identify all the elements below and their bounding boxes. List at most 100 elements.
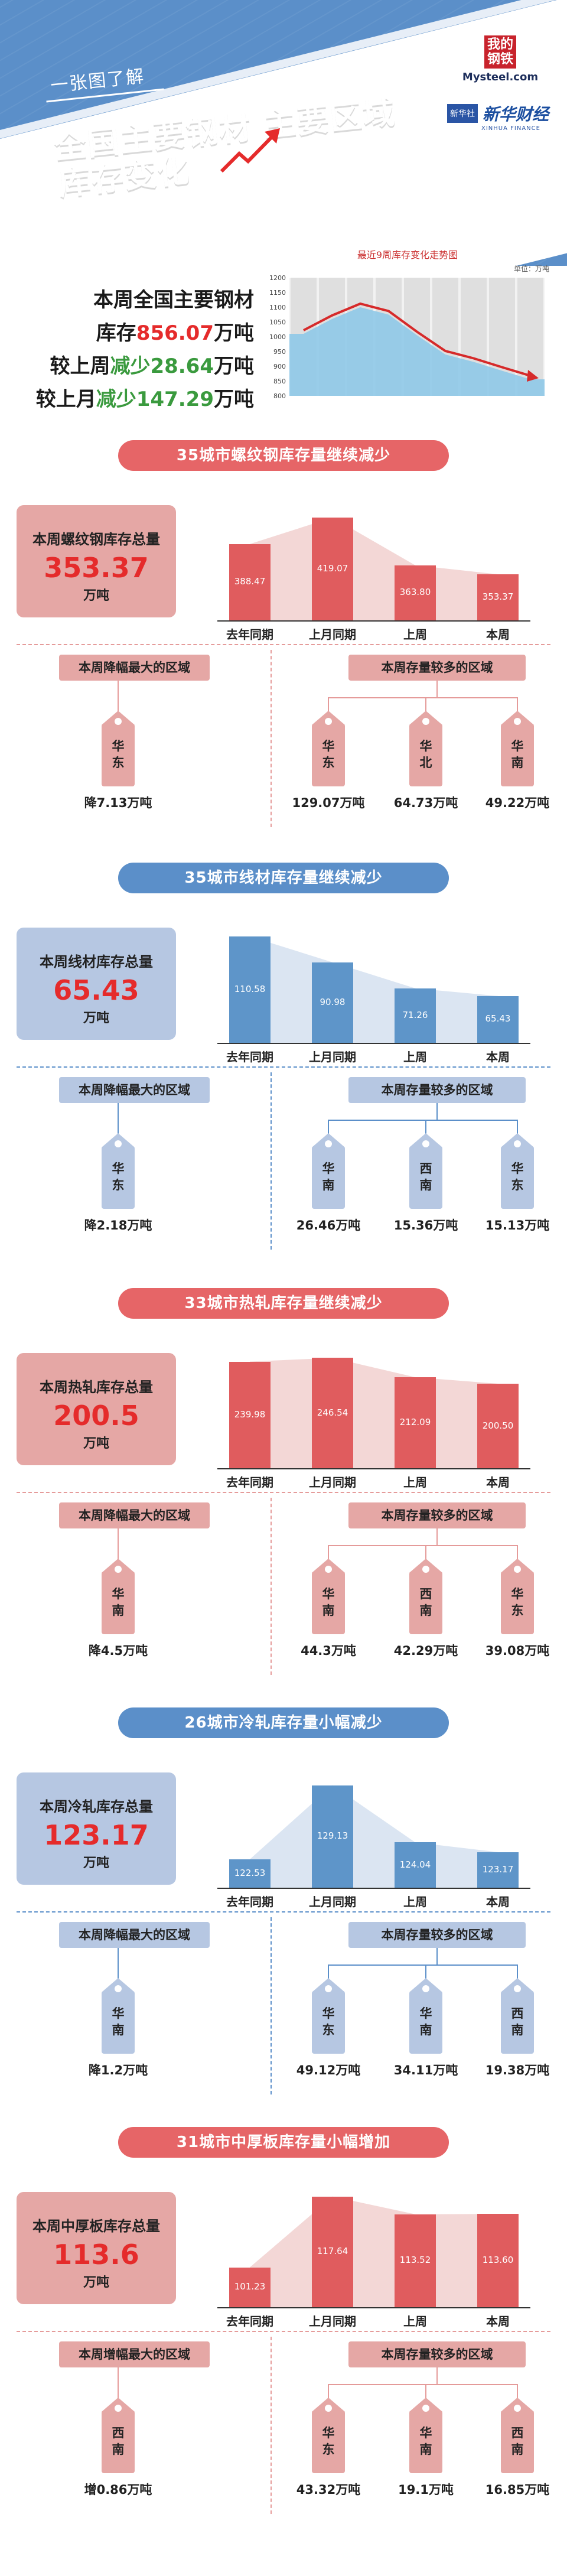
- x-axis-label: 上月同期: [309, 627, 356, 642]
- total-unit: 万吨: [83, 1436, 109, 1451]
- right-region-pill: 本周存量较多的区域: [348, 655, 526, 681]
- tag-string: [118, 681, 119, 715]
- bar: 239.98: [229, 1361, 271, 1468]
- bar-chart-area: [250, 517, 498, 620]
- tag-connector: [328, 1120, 517, 1121]
- section-banner: 26城市冷轧库存量小幅减少: [118, 1707, 449, 1738]
- region-change-value: 降4.5万吨: [88, 1644, 148, 1658]
- total-unit: 万吨: [83, 588, 109, 603]
- region-tag-body: [102, 1572, 135, 1634]
- summary-month-unit: 万吨: [214, 388, 254, 411]
- tag-string: [425, 697, 426, 715]
- bar: 113.60: [477, 2214, 519, 2307]
- trend-y-tick: 1150: [269, 289, 286, 297]
- total-value: 65.43: [53, 974, 139, 1006]
- total-box: 本周热轧库存总量 200.5 万吨: [17, 1353, 176, 1465]
- trend-y-tick: 1050: [269, 318, 286, 326]
- region-tag-body: [501, 1572, 534, 1634]
- bar-value-label: 101.23: [234, 2281, 266, 2292]
- region-stock-value: 49.22万吨: [485, 796, 550, 810]
- region-tag-hole: [514, 1566, 521, 1573]
- bar-value-label: 71.26: [402, 1009, 428, 1020]
- region-tag-body: [312, 1572, 345, 1634]
- bar: 71.26: [395, 988, 436, 1043]
- right-region-pill: 本周存量较多的区域: [348, 1922, 526, 1948]
- region-stock-value: 49.12万吨: [296, 2063, 361, 2077]
- region-change-value: 降2.18万吨: [84, 1218, 152, 1232]
- section-separator: [17, 1066, 550, 1068]
- region-tag-body: [501, 1146, 534, 1209]
- bar-chart-area: [250, 1358, 498, 1468]
- x-axis-label: 本周: [486, 1475, 510, 1489]
- region-tag-body: [312, 1991, 345, 2054]
- region-tag-name: 西南: [511, 2006, 524, 2037]
- tag-connector: [328, 697, 517, 698]
- region-stock-value: 43.32万吨: [296, 2483, 361, 2497]
- region-tag-hole: [514, 718, 521, 725]
- trend-y-tick: 950: [273, 348, 286, 356]
- region-tag: 西南: [409, 1559, 442, 1634]
- x-axis-label: 上月同期: [309, 2314, 356, 2328]
- region-tag-name: 华南: [322, 1587, 335, 1618]
- region-tag-name: 西南: [419, 1587, 432, 1618]
- region-tag-hole: [325, 1985, 332, 1992]
- summary: 本周全国主要钢材 库存856.07万吨 较上周减少28.64万吨 较上月减少14…: [18, 284, 254, 416]
- region-tag: 华东: [102, 1133, 135, 1209]
- bar-chart-area: [250, 1785, 498, 1888]
- x-axis-label: 上周: [403, 627, 427, 642]
- region-stock-value: 26.46万吨: [296, 1218, 361, 1232]
- section-vertical-separator: [271, 1498, 272, 1675]
- bar: 129.13: [312, 1785, 353, 1888]
- bar-value-label: 110.58: [234, 983, 266, 994]
- tag-string: [436, 1103, 438, 1120]
- region-tag-body: [409, 1146, 442, 1209]
- total-label: 本周冷轧库存总量: [40, 1798, 153, 1815]
- region-tag-hole: [422, 718, 429, 725]
- bar-value-label: 124.04: [399, 1859, 431, 1870]
- trend-y-tick: 1100: [269, 304, 286, 311]
- region-tag-body: [501, 724, 534, 786]
- total-value: 113.6: [53, 2239, 139, 2271]
- bar-value-label: 65.43: [485, 1013, 511, 1024]
- region-tag-hole: [325, 1566, 332, 1573]
- region-tag-name: 华南: [511, 739, 524, 770]
- region-tag: 华东: [312, 1978, 345, 2054]
- section-banner: 35城市线材库存量继续减少: [118, 863, 449, 893]
- region-tag-body: [102, 1146, 135, 1209]
- summary-week-change: 减少28.64: [110, 354, 214, 378]
- summary-week-label: 较上周: [50, 354, 110, 378]
- left-region-pill: 本周增幅最大的区域: [59, 2341, 210, 2367]
- bar-chart-baseline: [217, 2307, 530, 2308]
- region-tag-name: 华南: [419, 2426, 432, 2457]
- trend-chart-title: 最近9周库存变化走势图: [357, 249, 458, 261]
- x-axis-label: 去年同期: [226, 1475, 273, 1489]
- right-region-pill: 本周存量较多的区域: [348, 2341, 526, 2367]
- total-unit: 万吨: [83, 1856, 109, 1871]
- summary-line3: 较上周减少28.64万吨: [18, 350, 254, 383]
- bar: 65.43: [477, 996, 519, 1043]
- bar: 123.17: [477, 1852, 519, 1888]
- section-separator: [17, 2331, 550, 2332]
- right-region-pill: 本周存量较多的区域: [348, 1502, 526, 1528]
- section-vertical-separator: [271, 2337, 272, 2514]
- region-tag: 华南: [409, 2398, 442, 2473]
- bar: 117.64: [312, 2196, 353, 2307]
- region-tag-name: 西南: [112, 2426, 125, 2457]
- xinhua-logo-en: XINHUA FINANCE: [481, 125, 540, 132]
- region-tag-hole: [115, 1566, 122, 1573]
- bar-chart-area: [250, 2196, 498, 2307]
- bar: 124.04: [395, 1842, 436, 1888]
- tag-string: [328, 1120, 329, 1138]
- x-axis-label: 本周: [486, 1050, 510, 1064]
- left-region-pill: 本周降幅最大的区域: [59, 1077, 210, 1103]
- region-tag-name: 华东: [511, 1587, 524, 1618]
- x-axis-label: 上月同期: [309, 1050, 356, 1064]
- region-tag-name: 华东: [511, 1162, 524, 1192]
- xinhua-finance-logo: 新华社 新华财经 XINHUA FINANCE: [446, 102, 558, 132]
- trend-y-tick: 1000: [269, 333, 286, 341]
- region-tag-body: [312, 2411, 345, 2473]
- region-tag-hole: [422, 2405, 429, 2412]
- region-tag-body: [102, 2411, 135, 2473]
- region-stock-value: 16.85万吨: [485, 2483, 550, 2497]
- bar-value-label: 129.13: [317, 1830, 348, 1842]
